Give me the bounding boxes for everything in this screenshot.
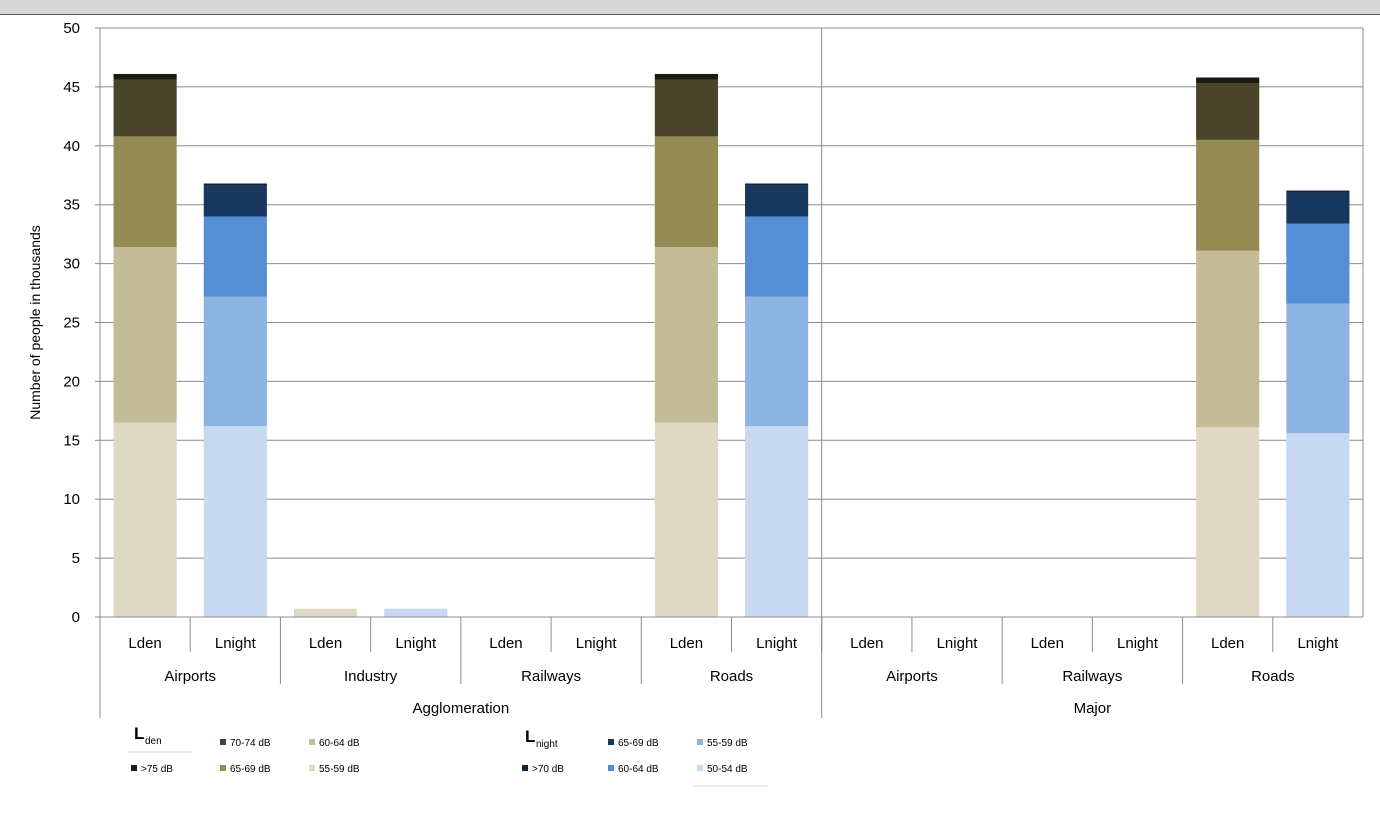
legend-swatch [608,765,614,771]
x-tick-label-metric: Lnight [215,635,257,652]
x-tick-label-metric: Lden [1031,635,1064,652]
x-tick-label-group: Major [1074,700,1112,717]
x-tick-label-metric: Lden [850,635,883,652]
y-tick-label: 30 [63,256,80,273]
legend-label: 65-69 dB [618,738,659,749]
bar-segment-roads-lden [1196,83,1260,140]
legend-swatch [697,765,703,771]
bar-segment-airports-lden [113,422,177,617]
legend-label: 70-74 dB [230,738,271,749]
bar-segment-roads-lden [1196,77,1260,84]
bar-segment-airports-lnight [203,426,267,617]
x-tick-label-metric: Lden [128,635,161,652]
bar-segment-airports-lnight [203,296,267,427]
bar-segment-airports-lnight [203,183,267,186]
bar-segment-roads-lden [654,79,718,137]
legend-swatch [608,739,614,745]
bar-segment-airports-lnight [203,216,267,297]
bar-segment-roads-lden [654,136,718,248]
x-tick-label-source: Roads [1251,668,1294,685]
legend-label: 55-59 dB [707,738,748,749]
bar-segment-roads-lden [1196,139,1260,251]
bar-segment-airports-lden [113,73,177,80]
x-tick-label-source: Airports [886,668,938,685]
bar-segment-roads-lnight [1286,433,1350,617]
legend-swatch [697,739,703,745]
y-tick-label: 20 [63,373,80,390]
bar-segment-roads-lnight [745,296,809,427]
legend-label: >70 dB [532,764,564,775]
y-tick-label: 5 [72,550,80,567]
x-tick-label-metric: Lnight [937,635,979,652]
y-tick-label: 45 [63,79,80,96]
bar-segment-roads-lden [654,247,718,423]
bar-segment-roads-lnight [1286,303,1350,434]
bar-segment-roads-lnight [745,185,809,217]
legend-label: 60-64 dB [618,764,659,775]
y-tick-label: 40 [63,138,80,155]
bar-segment-roads-lden [654,73,718,80]
bar-segment-industry-lnight [384,608,448,617]
x-tick-label-source: Airports [164,668,216,685]
legend-swatch [220,739,226,745]
legend-label: 65-69 dB [230,764,271,775]
legend-swatch [309,739,315,745]
legend-swatch [131,765,137,771]
y-tick-label: 35 [63,197,80,214]
y-tick-label: 10 [63,491,80,508]
bar-segment-airports-lnight [203,185,267,217]
y-tick-label: 15 [63,432,80,449]
legend-label: 60-64 dB [319,738,360,749]
x-tick-label-source: Roads [710,668,753,685]
legend-title-den: L [134,724,144,743]
x-tick-label-metric: Lden [489,635,522,652]
bar-segment-roads-lden [654,422,718,617]
bar-segment-roads-lnight [745,216,809,297]
legend-label: >75 dB [141,764,173,775]
bar-segment-airports-lden [113,136,177,248]
legend-label: 50-54 dB [707,764,748,775]
y-axis-title: Number of people in thousands [27,225,43,420]
x-tick-label-group: Agglomeration [412,700,509,717]
bar-segment-roads-lnight [1286,223,1350,304]
x-tick-label-metric: Lnight [576,635,618,652]
legend-label: 55-59 dB [319,764,360,775]
x-tick-label-source: Railways [1062,668,1122,685]
bar-segment-roads-lden [1196,250,1260,428]
bar-segment-roads-lnight [1286,190,1350,193]
bar-segment-roads-lnight [745,183,809,186]
x-tick-label-metric: Lden [1211,635,1244,652]
x-tick-label-metric: Lnight [756,635,798,652]
bar-segment-roads-lnight [1286,192,1350,224]
legend-title-night: L [525,727,535,746]
x-tick-label-metric: Lden [309,635,342,652]
legend-swatch [220,765,226,771]
bar-segment-industry-lden [293,608,358,617]
x-tick-label-metric: Lnight [1297,635,1339,652]
x-tick-label-source: Industry [344,668,398,685]
x-tick-label-source: Railways [521,668,581,685]
bar-segment-airports-lden [113,247,177,423]
legend-subscript-den: den [145,736,162,747]
legend-swatch [522,765,528,771]
window-top-bar [0,0,1380,15]
y-tick-label: 50 [63,20,80,37]
legend-swatch [309,765,315,771]
x-tick-label-metric: Lnight [395,635,437,652]
legend-subscript-night: night [536,739,558,750]
bar-segment-airports-lden [113,79,177,137]
x-tick-label-metric: Lnight [1117,635,1159,652]
bar-segment-roads-lden [1196,427,1260,617]
y-tick-label: 25 [63,315,80,332]
bar-segment-roads-lnight [745,426,809,617]
x-tick-label-metric: Lden [670,635,703,652]
y-tick-label: 0 [72,609,80,626]
